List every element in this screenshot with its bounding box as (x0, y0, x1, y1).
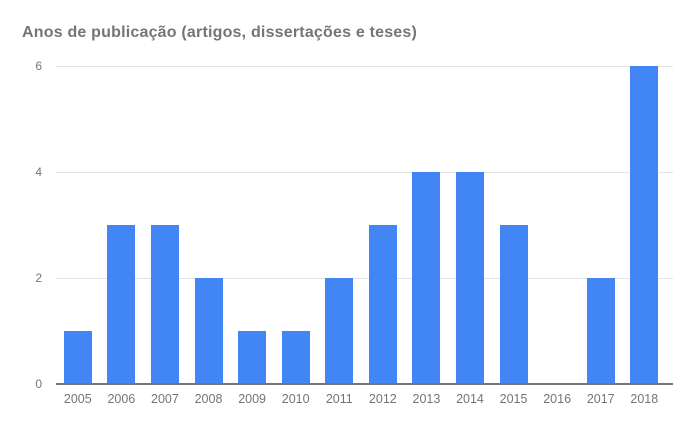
bar-2009[interactable] (238, 331, 267, 384)
x-axis-tick-label-2009: 2009 (238, 392, 266, 406)
bar-slot-2014: 2014 (448, 66, 492, 406)
x-axis-tick-label-2016: 2016 (543, 392, 572, 406)
bar-2013[interactable] (412, 172, 441, 384)
x-axis-tick-label-2015: 2015 (499, 392, 528, 406)
chart-title: Anos de publicação (artigos, dissertaçõe… (22, 24, 418, 41)
bar-slot-2007: 2007 (143, 66, 187, 406)
x-axis-tick-label-2010: 2010 (281, 392, 310, 406)
bar-2005[interactable] (63, 331, 92, 384)
bar-2017[interactable] (586, 278, 615, 384)
bar-2015[interactable] (499, 225, 528, 384)
x-axis-tick-label-2005: 2005 (63, 392, 92, 406)
bar-2018[interactable] (630, 66, 659, 384)
bar-2010[interactable] (281, 331, 310, 384)
x-axis-baseline (56, 383, 673, 385)
bar-2011[interactable] (325, 278, 354, 384)
bar-slot-2008: 2008 (187, 66, 231, 406)
y-axis-tick-label-2: 2 (35, 271, 42, 286)
bar-slot-2010: 2010 (274, 66, 318, 406)
y-axis-tick-label-4: 4 (35, 165, 42, 180)
bar-2014[interactable] (455, 172, 484, 384)
x-axis-tick-label-2007: 2007 (151, 392, 179, 406)
bar-slot-2009: 2009 (230, 66, 274, 406)
plot-area: 0 2 4 6 2005 2006 2007 2008 2009 2010 2011 2012 2013… (35, 59, 673, 406)
bar-slot-2006: 2006 (100, 66, 144, 406)
y-axis-tick-label-0: 0 (35, 377, 42, 391)
gridline-y4 (56, 172, 673, 174)
gridline-y2 (56, 278, 673, 280)
y-axis-tick-label-6: 6 (35, 59, 42, 73)
bar-slot-2005: 2005 (56, 66, 100, 406)
bar-2012[interactable] (368, 225, 397, 384)
gridline-y6 (56, 66, 673, 67)
bar-slot-2017: 2017 (579, 66, 623, 406)
x-axis-tick-label-2006: 2006 (107, 392, 136, 406)
bar-slot-2012: 2012 (361, 66, 405, 406)
x-axis-tick-label-2013: 2013 (412, 392, 441, 406)
x-axis-tick-label-2008: 2008 (194, 392, 223, 406)
bar-slot-2013: 2013 (405, 66, 449, 406)
bar-slot-2016: 2016 (535, 66, 579, 406)
bar-2006[interactable] (107, 225, 136, 384)
x-axis-tick-label-2011: 2011 (325, 392, 353, 406)
x-axis-tick-label-2012: 2012 (368, 392, 397, 406)
bar-2008[interactable] (194, 278, 223, 384)
bar-2007[interactable] (150, 225, 179, 384)
bars-row: 2005 2006 2007 2008 2009 2010 2011 2012 2013 2014… (56, 66, 667, 406)
bar-slot-2011: 2011 (317, 66, 361, 406)
x-axis-tick-label-2017: 2017 (586, 392, 615, 406)
bar-slot-2018: 2018 (623, 66, 667, 406)
x-axis-tick-label-2018: 2018 (630, 392, 659, 406)
x-axis-tick-label-2014: 2014 (456, 392, 484, 406)
bar-slot-2015: 2015 (492, 66, 536, 406)
